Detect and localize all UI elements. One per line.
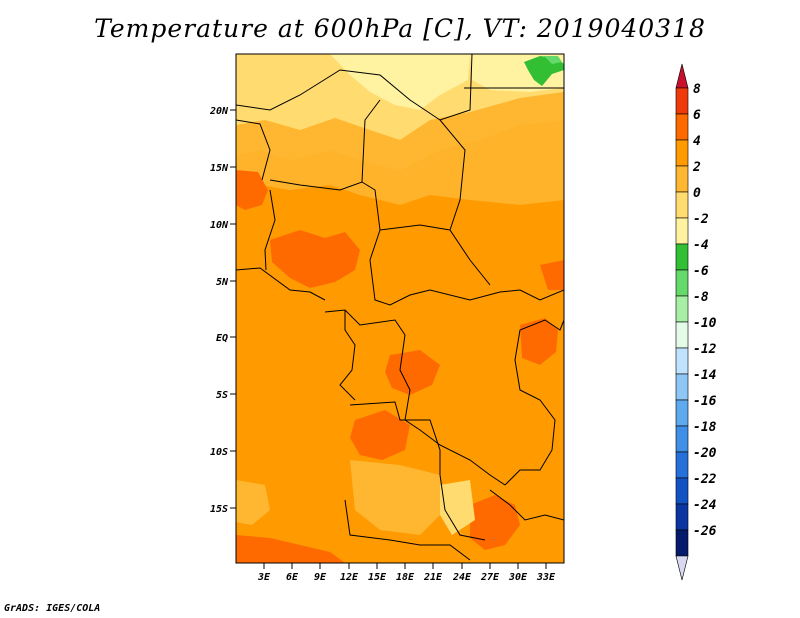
- lon-label-6e: 6E: [286, 572, 299, 583]
- lon-label-12e: 12E: [340, 572, 359, 583]
- lat-label-eq: EQ: [216, 333, 228, 344]
- lat-labels: 20N 15N 10N 5N EQ 5S 10S 15S: [209, 106, 229, 515]
- lat-label-5s: 5S: [216, 390, 228, 401]
- colorbar-label: 2: [692, 160, 701, 175]
- field-warm-south: [236, 535, 345, 563]
- lon-label-33e: 33E: [536, 572, 556, 583]
- colorbar-box: [675, 399, 689, 427]
- colorbar-box: [675, 217, 689, 245]
- lon-label-30e: 30E: [508, 572, 528, 583]
- lat-ticks: [230, 109, 236, 509]
- lat-label-20n: 20N: [209, 106, 229, 117]
- colorbar-box: [675, 191, 689, 219]
- colorbar-label: -26: [693, 524, 717, 539]
- colorbar-label: -20: [693, 446, 717, 461]
- colorbar-label: -22: [693, 472, 717, 487]
- colorbar-label: -24: [693, 498, 717, 513]
- field-cool-s: [350, 460, 445, 535]
- lon-label-9e: 9E: [314, 572, 327, 583]
- colorbar-box: [675, 373, 689, 401]
- field-warm-ethiopia: [540, 260, 564, 290]
- colorbar-box: [675, 269, 689, 297]
- colorbar-label: -8: [693, 290, 709, 305]
- colorbar-box: [675, 321, 689, 349]
- lon-label-3e: 3E: [257, 572, 271, 583]
- temperature-field: [236, 54, 564, 563]
- lon-label-27e: 27E: [480, 572, 500, 583]
- colorbar-box: [675, 243, 689, 271]
- colorbar-box: [675, 87, 689, 115]
- field-cool-sw: [236, 480, 270, 525]
- colorbar: [675, 63, 689, 581]
- lat-label-5n: 5N: [216, 277, 229, 288]
- colorbar-box: [675, 295, 689, 323]
- colorbar-label: -2: [693, 212, 709, 227]
- colorbar-box: [675, 425, 689, 453]
- lon-labels: 3E 6E 9E 12E 15E 18E 21E 24E 27E 30E 33E: [257, 572, 556, 583]
- field-cooler-s: [440, 480, 475, 535]
- field-warm-nigeria: [270, 230, 360, 288]
- field-warm-zambia: [470, 495, 520, 550]
- lat-label-10n: 10N: [210, 220, 229, 231]
- lat-label-15s: 15S: [210, 504, 228, 515]
- colorbar-label: 4: [693, 134, 701, 149]
- colorbar-box: [675, 347, 689, 375]
- colorbar-box: [675, 165, 689, 193]
- field-warm-congo: [385, 350, 440, 395]
- colorbar-box: [675, 113, 689, 141]
- map-frame: [235, 53, 565, 564]
- colorbar-box: [675, 529, 689, 557]
- lon-label-21e: 21E: [423, 572, 443, 583]
- field-warm-eastafrica: [520, 318, 558, 365]
- colorbar-box: [675, 451, 689, 479]
- colorbar-box: [675, 477, 689, 505]
- colorbar-label: 6: [693, 108, 701, 123]
- map-title: Temperature at 600hPa [C], VT: 201904031…: [94, 14, 706, 43]
- field-warm-west: [236, 170, 268, 210]
- field-coolest-north: [330, 54, 470, 110]
- colorbar-label: -10: [693, 316, 717, 331]
- colorbar-labels: 8 6 4 2 0 -2 -4 -6 -8 -10 -12 -14 -16 -18 -20 -22 -24 -26: [692, 82, 717, 539]
- grads-credit: GrADS: IGES/COLA: [4, 603, 101, 614]
- field-cool-sahel: [236, 118, 564, 205]
- colorbar-label: -12: [693, 342, 717, 357]
- colorbar-top-arrow: [675, 63, 689, 89]
- lon-label-24e: 24E: [452, 572, 472, 583]
- country-borders: [236, 54, 564, 561]
- field-green-light: [544, 56, 562, 64]
- lon-label-15e: 15E: [368, 572, 387, 583]
- colorbar-label: 8: [693, 82, 701, 97]
- colorbar-label: -18: [693, 420, 717, 435]
- lon-label-18e: 18E: [396, 572, 415, 583]
- lat-label-15n: 15N: [210, 163, 229, 174]
- colorbar-label: -6: [693, 264, 709, 279]
- lon-ticks: [263, 563, 547, 569]
- colorbar-box: [675, 503, 689, 531]
- colorbar-label: -16: [693, 394, 717, 409]
- colorbar-label: -14: [693, 368, 717, 383]
- colorbar-label: -4: [693, 238, 709, 253]
- field-warm-angola: [350, 410, 410, 460]
- colorbar-bottom-arrow: [675, 555, 689, 581]
- colorbar-box: [675, 139, 689, 167]
- lat-label-10s: 10S: [210, 447, 228, 458]
- colorbar-label: 0: [693, 186, 701, 201]
